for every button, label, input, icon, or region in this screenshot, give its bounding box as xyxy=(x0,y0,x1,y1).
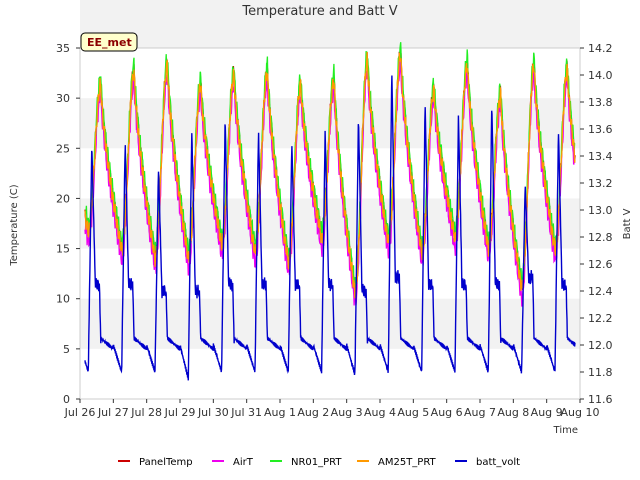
y-tick-label-right: 14.0 xyxy=(588,69,613,82)
y-tick-label-right: 13.8 xyxy=(588,96,613,109)
x-tick-label: Aug 7 xyxy=(464,406,496,419)
y-tick-label-left: 35 xyxy=(56,42,70,55)
legend: PanelTemp AirT NR01_PRT AM25T_PRT batt_volt xyxy=(118,457,520,468)
x-tick-label: Aug 6 xyxy=(431,406,463,419)
y-tick-label-right: 13.0 xyxy=(588,204,613,217)
grid-band xyxy=(80,298,580,349)
grid-band xyxy=(80,0,580,48)
x-tick-label: Aug 10 xyxy=(561,406,600,419)
site-label: EE_met xyxy=(87,36,132,49)
legend-label: PanelTemp xyxy=(139,457,193,468)
y-tick-label-left: 0 xyxy=(63,393,70,406)
axes-layer: 0 5 10 15 20 25 30 35 11.6 11.8 12.0 12.2 12.4 12.6 12… xyxy=(56,42,613,419)
legend-label: AirT xyxy=(233,457,254,468)
y-tick-label-right: 11.6 xyxy=(588,393,613,406)
x-tick-label: Jul 28 xyxy=(130,406,162,419)
legend-label: batt_volt xyxy=(476,457,520,468)
y-tick-label-right: 14.2 xyxy=(588,42,613,55)
x-tick-label: Aug 5 xyxy=(397,406,429,419)
x-tick-label: Jul 27 xyxy=(97,406,129,419)
y-tick-label-right: 12.4 xyxy=(588,285,613,298)
y-tick-label-right: 11.8 xyxy=(588,366,613,379)
series-line-batt-volt xyxy=(84,75,576,381)
legend-label: NR01_PRT xyxy=(291,457,342,468)
x-tick-label: Aug 1 xyxy=(264,406,296,419)
series-layer xyxy=(84,42,576,381)
y-tick-label-right: 12.2 xyxy=(588,312,613,325)
x-tick-label: Aug 8 xyxy=(497,406,529,419)
y-tick-label-right: 13.2 xyxy=(588,177,613,190)
x-tick-label: Jul 29 xyxy=(164,406,196,419)
x-tick-label: Jul 31 xyxy=(230,406,262,419)
y-axis-label-left: Temperature (C) xyxy=(9,184,20,266)
x-tick-label: Jul 26 xyxy=(64,406,96,419)
y-tick-label-left: 20 xyxy=(56,192,70,205)
y-tick-label-left: 15 xyxy=(56,243,70,256)
series-line-nr01-prt xyxy=(84,42,576,288)
y-tick-label-right: 12.6 xyxy=(588,258,613,271)
y-tick-label-right: 13.6 xyxy=(588,123,613,136)
x-tick-label: Aug 4 xyxy=(364,406,396,419)
plot-frame xyxy=(79,47,581,400)
grid-bands xyxy=(80,0,580,349)
y-tick-label-right: 12.8 xyxy=(588,231,613,244)
grid-band xyxy=(80,198,580,249)
chart-title: Temperature and Batt V xyxy=(241,4,397,19)
y-axis-label-right: Batt V xyxy=(622,208,633,239)
x-tick-label: Aug 2 xyxy=(297,406,329,419)
x-tick-label: Aug 3 xyxy=(331,406,363,419)
legend-label: AM25T_PRT xyxy=(378,457,437,468)
y-tick-label-right: 13.4 xyxy=(588,150,613,163)
site-badge: EE_met xyxy=(80,32,138,52)
y-tick-label-left: 5 xyxy=(63,343,70,356)
x-tick-label: Jul 30 xyxy=(197,406,229,419)
y-tick-label-left: 30 xyxy=(56,92,70,105)
y-tick-label-left: 10 xyxy=(56,293,70,306)
y-tick-label-left: 25 xyxy=(56,142,70,155)
x-tick-label: Aug 9 xyxy=(531,406,563,419)
y-tick-label-right: 12.0 xyxy=(588,339,613,352)
x-axis-label: Time xyxy=(553,425,578,436)
